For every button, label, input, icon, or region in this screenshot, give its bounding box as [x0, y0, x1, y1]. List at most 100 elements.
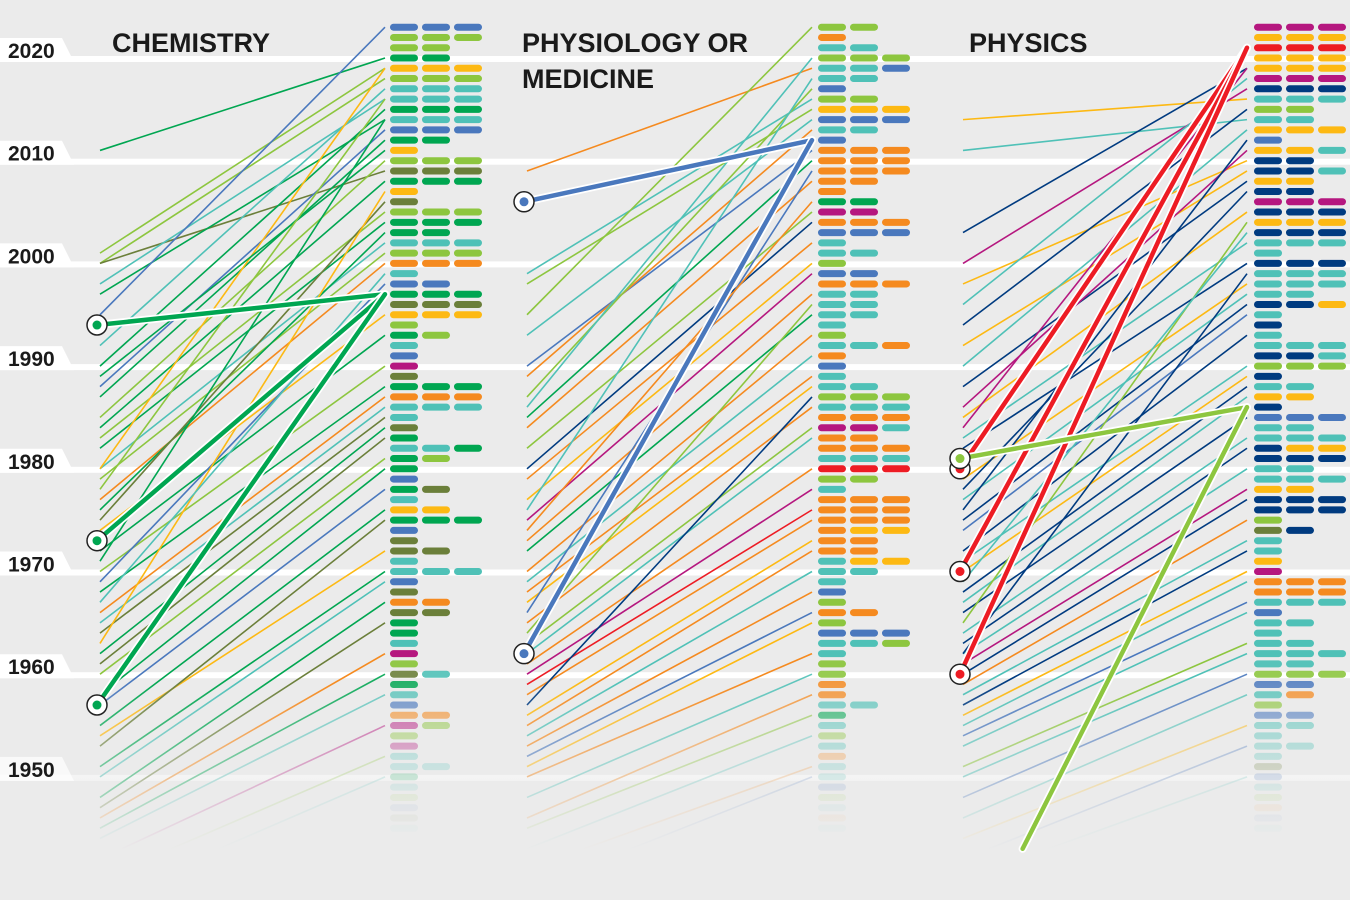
discovery-award-line — [99, 67, 386, 254]
bottom-fade-overlay — [0, 680, 1350, 850]
laureate-bar — [818, 116, 846, 124]
laureate-bar — [818, 290, 846, 298]
laureate-bar — [1318, 352, 1346, 360]
laureate-bar — [1286, 424, 1314, 432]
year-label-tab — [0, 140, 74, 165]
laureate-bar — [1286, 506, 1314, 514]
laureate-bar — [1254, 670, 1282, 678]
laureate-bar — [1318, 95, 1346, 103]
laureate-bar — [454, 403, 482, 411]
laureate-bar — [818, 64, 846, 72]
laureate-bar — [422, 177, 450, 185]
laureate-bar — [882, 424, 910, 432]
laureate-bar — [422, 609, 450, 617]
laureate-bar — [390, 198, 418, 206]
laureate-bar — [818, 557, 846, 565]
laureate-bar — [882, 403, 910, 411]
laureate-bar — [1254, 506, 1282, 514]
laureate-bar — [1286, 670, 1314, 678]
discovery-award-line — [526, 118, 813, 336]
laureate-bar — [882, 506, 910, 514]
laureate-bar — [390, 116, 418, 124]
laureate-bar — [818, 126, 846, 134]
year-label-tab — [0, 38, 74, 62]
laureate-bar — [818, 188, 846, 196]
highlight-line — [94, 291, 388, 708]
panel-title: PHYSICS — [969, 28, 1088, 58]
laureate-bar — [1286, 167, 1314, 175]
laureate-bar — [1286, 64, 1314, 72]
laureate-bar — [1286, 177, 1314, 185]
laureate-bar — [454, 167, 482, 175]
laureate-bar — [818, 475, 846, 483]
laureate-bar — [818, 157, 846, 165]
discovery-award-line — [962, 159, 1248, 285]
discovery-award-line — [962, 190, 1248, 490]
discovery-award-line — [526, 129, 813, 377]
laureate-bar — [1318, 167, 1346, 175]
laureate-bar — [422, 383, 450, 391]
laureate-bar — [1286, 598, 1314, 606]
discovery-award-line — [962, 98, 1248, 121]
laureate-bar — [882, 342, 910, 350]
panel-title: CHEMISTRY — [112, 28, 270, 58]
highlight-marker-dot — [955, 454, 965, 464]
highlight-marker-dot — [519, 649, 529, 659]
laureate-bar — [1286, 455, 1314, 463]
laureate-bar — [390, 537, 418, 545]
laureate-bar — [818, 578, 846, 586]
year-label-tab — [0, 346, 74, 371]
laureate-bar — [850, 126, 878, 134]
laureate-bar — [850, 116, 878, 124]
laureate-bar — [390, 54, 418, 62]
laureate-bar — [422, 75, 450, 83]
laureate-bar — [390, 270, 418, 278]
laureate-bar — [1254, 557, 1282, 565]
laureate-bar — [1286, 126, 1314, 134]
laureate-bar — [1254, 537, 1282, 545]
discovery-award-line — [526, 149, 813, 367]
year-label-tab — [0, 551, 74, 576]
laureate-bar — [850, 290, 878, 298]
laureate-bar — [1286, 619, 1314, 627]
laureate-bar — [1286, 413, 1314, 421]
laureate-bar — [390, 485, 418, 493]
laureate-bar — [1254, 619, 1282, 627]
laureate-bar — [1318, 650, 1346, 658]
bottom-area — [0, 850, 1350, 900]
laureate-bar — [422, 229, 450, 237]
laureate-bar — [1286, 188, 1314, 196]
year-label-1950: 1950 — [8, 759, 55, 782]
discovery-award-line — [962, 375, 1248, 573]
laureate-bar — [1286, 33, 1314, 41]
discovery-award-line — [99, 180, 386, 429]
laureate-bar — [1318, 259, 1346, 267]
laureate-bar — [390, 229, 418, 237]
laureate-bar — [422, 568, 450, 575]
discovery-award-line — [962, 273, 1248, 655]
discovery-award-line — [526, 314, 813, 552]
laureate-bar — [390, 300, 418, 308]
discovery-award-line — [526, 78, 813, 511]
laureate-bar — [850, 639, 878, 647]
highlight-marker-dot — [92, 536, 102, 546]
highlight-line — [957, 45, 1250, 677]
laureate-bar — [1254, 403, 1282, 411]
laureate-bar — [1286, 270, 1314, 278]
laureate-bar — [1318, 44, 1346, 52]
laureate-bar — [454, 249, 482, 257]
laureate-bar — [1318, 455, 1346, 463]
gridline-1990 — [0, 364, 1350, 371]
laureate-bar — [1254, 362, 1282, 370]
laureate-bar — [850, 44, 878, 52]
laureate-bar — [390, 475, 418, 483]
laureate-bar — [422, 506, 450, 514]
laureate-bar — [422, 208, 450, 216]
laureate-bar — [1254, 177, 1282, 185]
highlight-line — [1020, 404, 1250, 852]
laureate-bar — [390, 177, 418, 185]
laureate-bar — [1318, 126, 1346, 134]
year-label-1990: 1990 — [8, 348, 55, 371]
laureate-bar — [422, 136, 450, 144]
laureate-bar — [390, 280, 418, 288]
